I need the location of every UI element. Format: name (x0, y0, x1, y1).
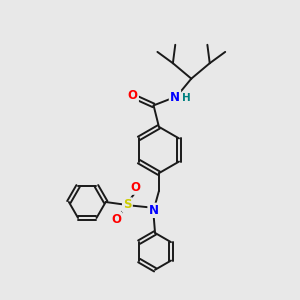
Text: S: S (123, 199, 132, 212)
Text: N: N (170, 91, 180, 103)
Text: O: O (111, 213, 121, 226)
Text: H: H (182, 93, 191, 103)
Text: N: N (148, 204, 159, 217)
Text: O: O (128, 89, 138, 102)
Text: O: O (131, 181, 141, 194)
